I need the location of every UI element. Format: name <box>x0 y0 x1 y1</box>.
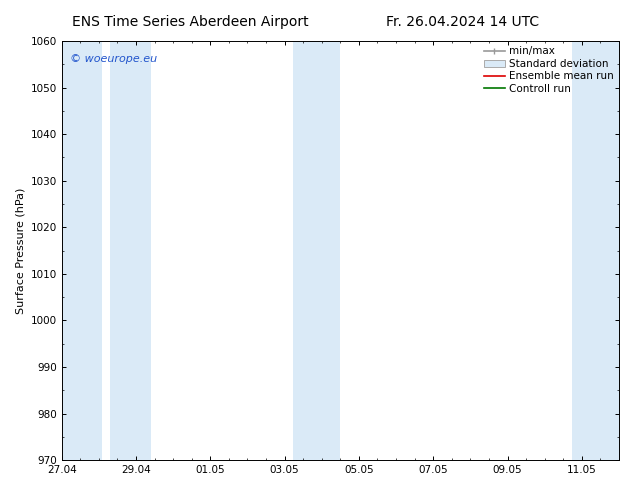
Bar <box>572 41 619 460</box>
Text: Fr. 26.04.2024 14 UTC: Fr. 26.04.2024 14 UTC <box>386 15 540 29</box>
Y-axis label: Surface Pressure (hPa): Surface Pressure (hPa) <box>15 187 25 314</box>
Bar <box>110 41 151 460</box>
Text: © woeurope.eu: © woeurope.eu <box>70 53 157 64</box>
Text: ENS Time Series Aberdeen Airport: ENS Time Series Aberdeen Airport <box>72 15 309 29</box>
Bar <box>61 41 102 460</box>
Bar <box>293 41 340 460</box>
Legend: min/max, Standard deviation, Ensemble mean run, Controll run: min/max, Standard deviation, Ensemble me… <box>482 44 616 96</box>
